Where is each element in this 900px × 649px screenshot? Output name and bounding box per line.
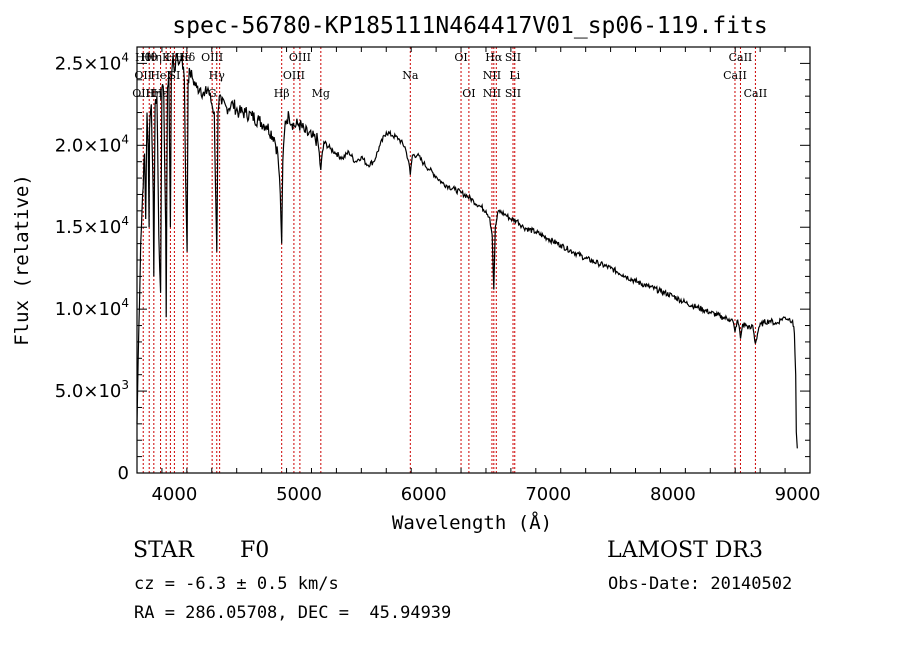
y-axis-label: Flux (relative) (11, 174, 33, 346)
spectral-subclass: F0 (240, 538, 270, 563)
coordinates: RA = 286.05708, DEC = 45.94939 (134, 603, 452, 623)
line-label-top: CaII (729, 51, 753, 64)
object-class: STAR (133, 538, 194, 563)
line-label-top: OI (454, 51, 467, 64)
line-label-top: Hη (146, 51, 162, 64)
line-label-top: Hα (485, 51, 503, 64)
x-tick-label: 9000 (775, 484, 821, 505)
x-axis-ticks: 4000 5000 6000 7000 8000 9000 (136, 47, 821, 505)
x-axis-label: Wavelength (Å) (392, 511, 552, 534)
line-label-top: Li (509, 69, 520, 82)
line-label-top: Hθ (135, 51, 152, 64)
y-tick-label: 1.0×104 (55, 296, 129, 320)
line-label-bottom: OIII (132, 87, 154, 100)
line-label-top: He (175, 51, 191, 64)
observation-date: Obs-Date: 20140502 (608, 574, 793, 594)
line-label-bottom: Mg (312, 87, 330, 100)
line-label-bottom: G (208, 87, 217, 100)
line-label-top: OII (134, 69, 152, 82)
line-label-bottom: Hε (153, 87, 169, 100)
line-label-top: Hγ (209, 69, 226, 82)
y-tick-label: 2.5×104 (55, 50, 129, 74)
y-axis-ticks: 0 5.0×103 1.0×104 1.5×104 2.0×104 2.5×104 (55, 46, 810, 484)
line-label-top: HeI (150, 69, 170, 82)
spectrum-series-line (136, 53, 798, 449)
y-tick-label: 5.0×103 (55, 378, 129, 402)
line-label-bottom: Hη (146, 87, 162, 100)
y-tick-label: 1.5×104 (55, 214, 129, 238)
redshift-value: cz = -6.3 ± 0.5 km/s (134, 574, 339, 594)
line-label-top: OIII (283, 69, 305, 82)
line-label-top: H (166, 51, 176, 64)
x-tick-label: 8000 (650, 484, 696, 505)
line-label-top: CaII (723, 69, 747, 82)
line-label-top: SI (168, 69, 180, 82)
line-label-bottom: Hβ (274, 87, 290, 100)
y-tick-label: 0 (118, 463, 129, 484)
line-label-top: Na (402, 69, 419, 82)
line-label-top: OIII (201, 51, 223, 64)
line-label-bottom: SII (505, 87, 521, 100)
line-label-top: OIII (289, 51, 311, 64)
line-label-top: Hθ (141, 51, 158, 64)
x-tick-label: 4000 (151, 484, 197, 505)
line-label-top: K (162, 51, 171, 64)
survey-name: LAMOST DR3 (607, 538, 763, 563)
chart-title: spec-56780-KP185111N464417V01_sp06-119.f… (172, 13, 767, 39)
x-tick-label: 6000 (401, 484, 447, 505)
y-tick-label: 2.0×104 (55, 132, 129, 156)
x-tick-label: 7000 (525, 484, 571, 505)
line-label-top: NII (483, 69, 501, 82)
line-label-bottom: NII (483, 87, 501, 100)
line-label-bottom: OI (462, 87, 475, 100)
line-label-top: Hδ (179, 51, 196, 64)
line-label-bottom: CaII (744, 87, 768, 100)
x-tick-label: 5000 (276, 484, 322, 505)
line-label-top: SII (505, 51, 521, 64)
